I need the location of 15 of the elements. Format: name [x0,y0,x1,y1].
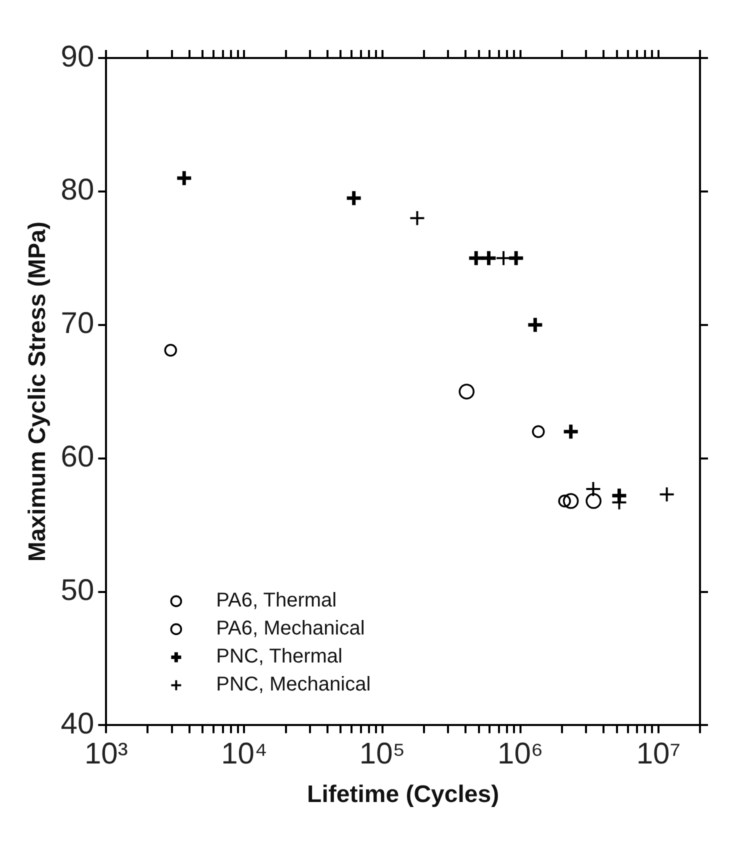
y-tick-label: 60 [60,440,94,474]
x-tick-label: 10⁷ [636,737,681,770]
legend-label: PA6, Mechanical [216,618,365,640]
legend-label: PNC, Mechanical [216,674,371,696]
x-tick-label: 10⁴ [221,737,268,770]
y-tick-label: 90 [60,40,94,74]
legend-label: PA6, Thermal [216,590,337,612]
y-tick-label: 80 [60,174,94,207]
y-tick-label: 50 [60,574,94,608]
legend-label: PNC, Thermal [216,646,342,668]
x-tick-label: 10⁶ [498,737,544,770]
x-tick-label: 10⁵ [359,737,406,770]
y-axis-title: Maximum Cyclic Stress (MPa) [24,222,52,562]
y-tick-label: 70 [60,307,94,340]
x-axis-title: Lifetime (Cycles) [307,781,500,808]
